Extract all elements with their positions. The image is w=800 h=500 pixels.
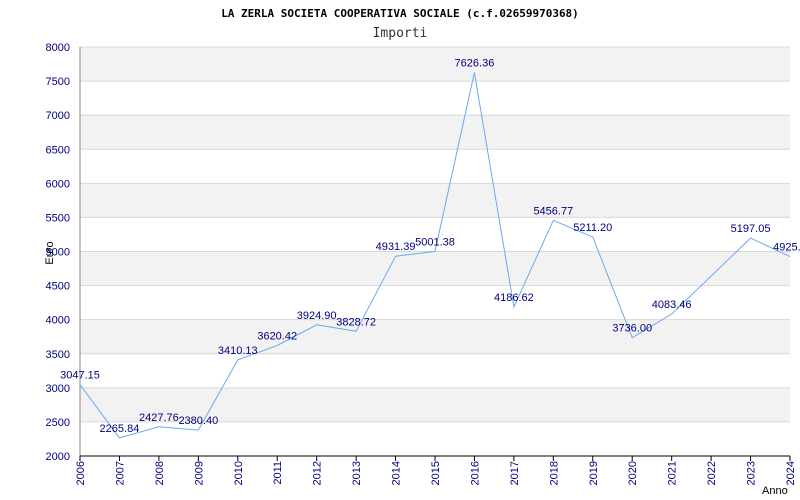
y-tick-label: 8000 — [46, 42, 70, 54]
x-tick-label: 2023 — [746, 461, 758, 485]
y-tick-label: 2000 — [46, 451, 70, 463]
x-tick-label: 2014 — [391, 461, 403, 485]
y-tick-label: 7500 — [46, 76, 70, 88]
data-label: 5001.38 — [415, 236, 455, 248]
x-tick-label: 2006 — [75, 461, 87, 485]
x-tick-label: 2010 — [233, 461, 245, 485]
x-tick-label: 2021 — [667, 461, 679, 485]
grid-band — [80, 319, 790, 354]
data-label: 5456.77 — [533, 205, 573, 217]
x-tick-label: 2018 — [548, 461, 560, 485]
chart-subtitle: Importi — [373, 26, 428, 41]
y-tick-label: 5500 — [46, 212, 70, 224]
x-tick-label: 2024 — [785, 461, 797, 485]
series-line — [79, 72, 791, 439]
x-tick-labels: 2006 2007 2008 2009 2010 2011 2012 2013 2014 2015… — [75, 461, 797, 485]
data-label: 5211.20 — [573, 222, 612, 234]
data-label: 3047.15 — [60, 370, 100, 382]
grid-band — [80, 183, 790, 218]
x-tick-label: 2013 — [351, 461, 363, 485]
y-tick-label: 6000 — [46, 178, 70, 190]
x-tick-label: 2009 — [193, 461, 205, 485]
data-label: 3924.90 — [297, 310, 337, 322]
grid-band — [80, 387, 790, 422]
x-tick-label: 2015 — [430, 461, 442, 485]
data-label: 3828.72 — [336, 316, 376, 328]
y-tick-label: 6500 — [46, 144, 70, 156]
x-tick-label: 2022 — [706, 461, 718, 485]
grid-band — [80, 115, 790, 150]
data-label: 7626.36 — [455, 57, 495, 69]
data-label: 4083.46 — [652, 299, 692, 311]
x-axis-title: Anno — [762, 485, 788, 497]
y-tick-label: 3500 — [46, 349, 70, 361]
x-tick-label: 2019 — [588, 461, 600, 485]
x-tick-label: 2016 — [469, 461, 481, 485]
y-tick-label: 3000 — [46, 383, 70, 395]
grid-band — [80, 251, 790, 286]
x-tick-label: 2012 — [312, 461, 324, 485]
data-label: 2427.76 — [139, 412, 179, 424]
grid-band — [80, 47, 790, 82]
y-tick-label: 4000 — [46, 315, 70, 327]
x-tick-label: 2007 — [114, 461, 126, 485]
grid-lines — [80, 46, 790, 457]
y-tick-label: 4500 — [46, 281, 70, 293]
y-tick-labels: 2000 2500 3000 3500 4000 4500 5000 5500 6000 6500… — [46, 42, 70, 463]
data-label: 4925.6 — [773, 242, 800, 254]
x-tick-label: 2017 — [509, 461, 521, 485]
data-label: 4931.39 — [376, 241, 416, 253]
y-tick-label: 7000 — [46, 110, 70, 122]
data-label: 2265.84 — [100, 423, 140, 435]
grid-bands — [80, 47, 790, 422]
data-label: 5197.05 — [731, 223, 771, 235]
chart-title: LA ZERLA SOCIETA COOPERATIVA SOCIALE (c.… — [221, 7, 579, 20]
series-path — [79, 72, 791, 439]
axes — [79, 47, 791, 461]
x-tick-label: 2011 — [272, 461, 284, 485]
y-tick-label: 5000 — [46, 247, 70, 259]
y-axis-title: Euro — [44, 241, 56, 264]
x-tick-label: 2008 — [154, 461, 166, 485]
data-label: 3620.42 — [257, 331, 297, 343]
data-label: 4186.62 — [494, 292, 534, 304]
data-label: 3410.13 — [218, 345, 258, 357]
data-label: 2380.40 — [178, 415, 218, 427]
data-label: 3736.00 — [612, 323, 652, 335]
x-tick-label: 2020 — [627, 461, 639, 485]
y-tick-label: 2500 — [46, 417, 70, 429]
